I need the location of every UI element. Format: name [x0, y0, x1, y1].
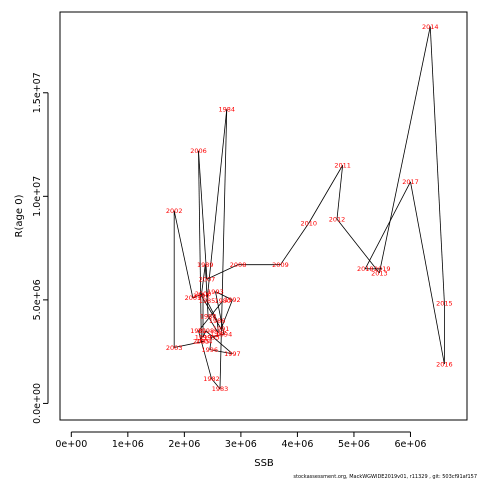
- point-label-2002: 2002: [166, 207, 183, 215]
- point-label-1989: 1989: [197, 261, 214, 269]
- series-segment: [219, 109, 228, 389]
- point-label-1986: 1986: [209, 317, 226, 325]
- series-segment: [220, 299, 233, 330]
- point-label-2008: 2008: [230, 261, 247, 269]
- point-label-1983: 1983: [212, 385, 229, 393]
- point-label-2013: 2013: [371, 269, 388, 277]
- point-label-1981: 1981: [190, 327, 207, 335]
- point-label-2010: 2010: [300, 220, 317, 228]
- series-segment: [429, 26, 445, 304]
- point-labels: 1980 1981 1982 1983 1984 1985 1986 1987 1988 1989…: [166, 23, 453, 393]
- point-label-1991: 1991: [213, 325, 230, 333]
- point-label-2019: 2019: [374, 265, 391, 273]
- point-label-2011: 2011: [334, 162, 351, 170]
- y-tick-label: 1.5e+07: [32, 72, 43, 113]
- point-label-2003: 2003: [166, 344, 183, 352]
- point-label-1995: 1995: [203, 333, 220, 341]
- series-segment: [308, 165, 343, 224]
- x-tick-label: 4e+06: [281, 439, 313, 450]
- series-segment: [206, 109, 228, 301]
- y-tick-label: 0.0e+00: [32, 383, 43, 424]
- point-label-1988: 1988: [200, 313, 217, 321]
- point-label-2018: 2018: [357, 265, 374, 273]
- series-segment: [198, 150, 202, 342]
- point-label-1987: 1987: [210, 329, 227, 337]
- series-segment: [410, 181, 445, 365]
- series-segment: [198, 330, 212, 379]
- series-segment: [174, 340, 205, 348]
- point-label-2006: 2006: [190, 147, 207, 155]
- y-tick-label: 1.0e+07: [32, 176, 43, 217]
- point-label-2004: 2004: [196, 338, 213, 346]
- series-segment: [198, 300, 224, 332]
- footer-note: stockassessment.org, MackWGWIDE2019v01, …: [293, 474, 477, 480]
- series-segment: [211, 333, 225, 338]
- point-label-2012: 2012: [329, 215, 346, 223]
- series-segment: [205, 330, 233, 355]
- series-segment: [200, 295, 222, 330]
- series-segment: [215, 291, 225, 335]
- point-label-1990: 1990: [193, 292, 210, 300]
- series-segment: [202, 330, 207, 338]
- point-label-1985: 1985: [199, 297, 216, 305]
- point-label-2015: 2015: [436, 299, 453, 307]
- series-segment: [215, 291, 233, 301]
- series-segment: [206, 264, 239, 280]
- point-label-2014: 2014: [422, 23, 439, 31]
- point-label-2007: 2007: [199, 275, 216, 283]
- point-label-2009: 2009: [272, 261, 289, 269]
- point-label-2017: 2017: [402, 178, 419, 186]
- x-tick-label: 1e+06: [112, 439, 144, 450]
- point-label-1982: 1982: [203, 375, 220, 383]
- point-label-1980: 1980: [215, 297, 232, 305]
- series-segment: [206, 300, 218, 321]
- series-segment: [211, 378, 221, 390]
- x-tick-label: 0e+00: [55, 439, 87, 450]
- x-tick-label: 5e+06: [338, 439, 370, 450]
- series-segment: [192, 293, 204, 299]
- x-tick-label: 3e+06: [225, 439, 257, 450]
- series-segment: [378, 26, 431, 274]
- point-label-1993: 1993: [207, 288, 224, 296]
- y-axis: 0.0e+00 5.0e+06 1.0e+07 1.5e+07: [32, 72, 49, 424]
- series-segment: [198, 150, 208, 280]
- series-segment: [173, 210, 194, 298]
- point-label-1996: 1996: [202, 346, 219, 354]
- point-label-1997: 1997: [224, 350, 241, 358]
- x-tick-label: 2e+06: [168, 439, 200, 450]
- series-segment: [336, 218, 380, 274]
- y-axis-title: R(age 0): [14, 194, 25, 237]
- point-label-1998: 1998: [198, 327, 215, 335]
- point-label-2016: 2016: [436, 360, 453, 368]
- series-segment: [364, 181, 411, 269]
- y-tick-label: 5.0e+06: [32, 279, 43, 320]
- x-axis-title: SSB: [254, 458, 274, 469]
- series-segment: [209, 349, 233, 355]
- point-label-1994: 1994: [216, 330, 233, 338]
- series-segment: [280, 223, 310, 265]
- point-label-2001: 2001: [185, 294, 202, 302]
- series-segment: [209, 337, 212, 350]
- series-segment: [200, 264, 206, 296]
- point-label-1992: 1992: [224, 296, 241, 304]
- series-segment: [207, 316, 219, 334]
- series-segment: [336, 165, 344, 220]
- point-label-2005: 2005: [193, 338, 210, 346]
- x-tick-label: 6e+06: [395, 439, 427, 450]
- point-label-2000: 2000: [195, 290, 212, 298]
- point-label-1984: 1984: [218, 106, 235, 114]
- plot-frame: [59, 11, 468, 421]
- series-segment: [204, 264, 209, 317]
- series-lines: [173, 26, 445, 390]
- point-label-1999: 1999: [195, 333, 212, 341]
- x-axis: 0e+00 1e+06 2e+06 3e+06 4e+06 5e+06 6e+06: [55, 431, 427, 450]
